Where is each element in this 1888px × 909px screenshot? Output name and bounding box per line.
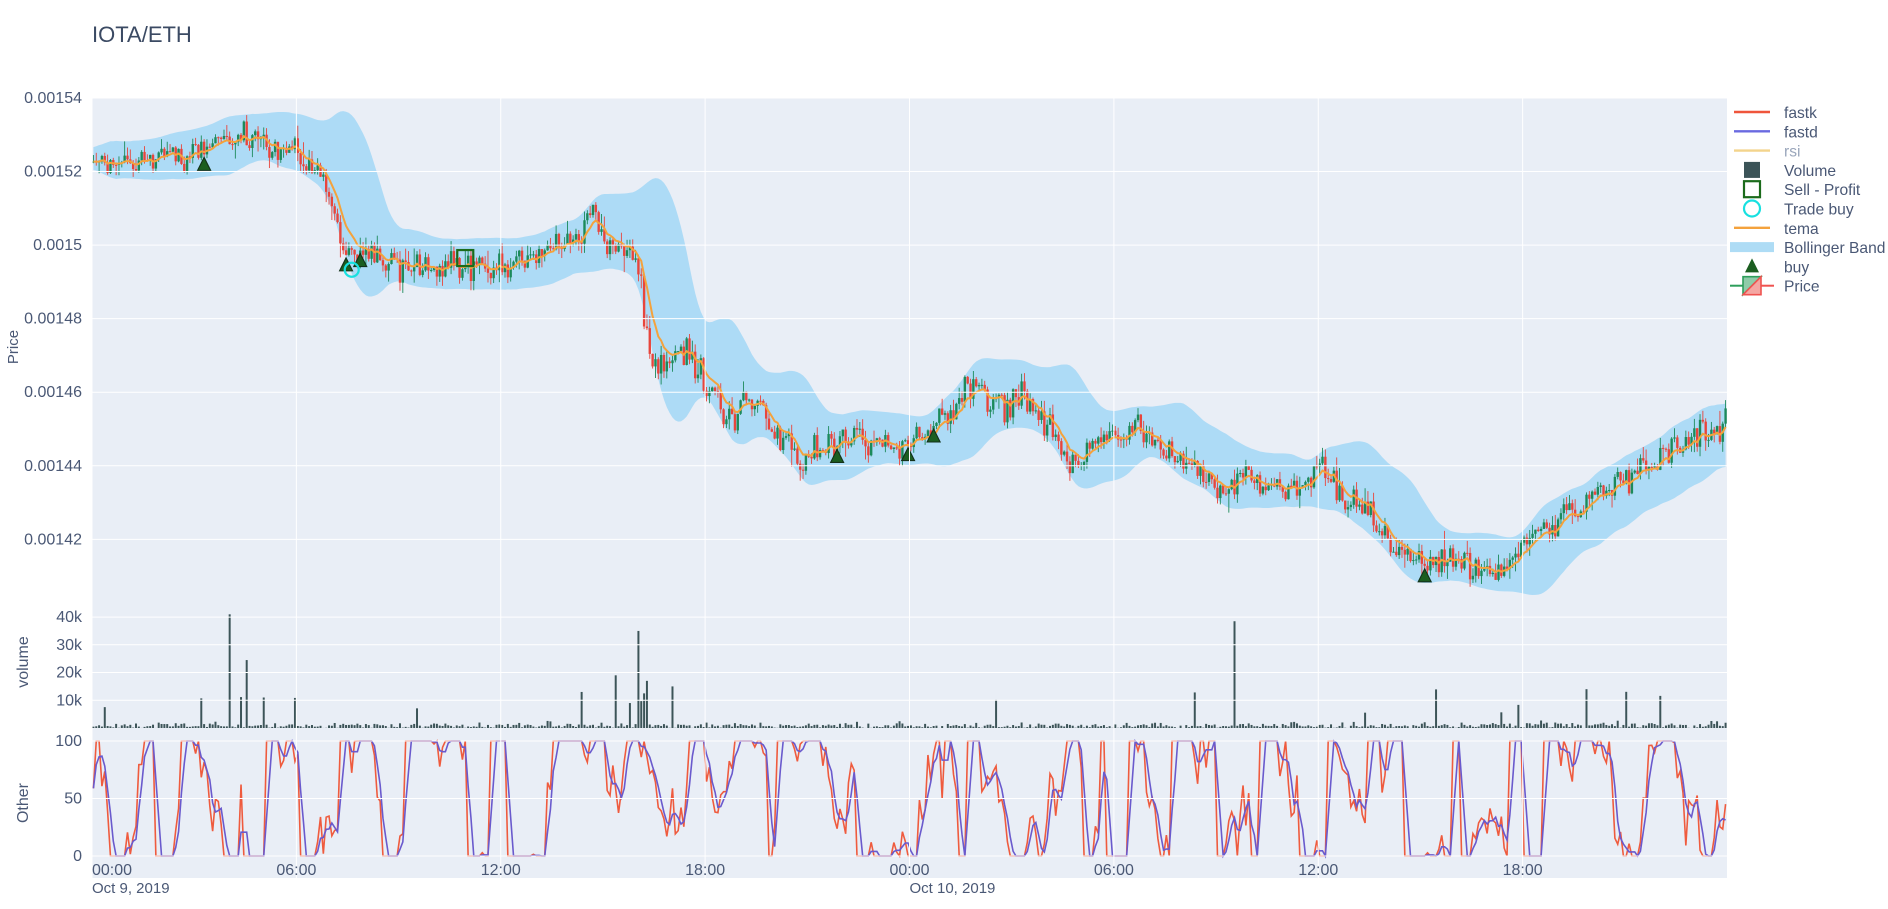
svg-text:Sell - Profit: Sell - Profit: [1784, 182, 1861, 199]
svg-text:00:00: 00:00: [889, 862, 929, 879]
svg-text:06:00: 06:00: [276, 862, 316, 879]
svg-text:18:00: 18:00: [685, 862, 725, 879]
svg-text:0.00144: 0.00144: [24, 458, 82, 475]
svg-text:50: 50: [64, 791, 82, 808]
svg-text:fastk: fastk: [1784, 105, 1817, 122]
svg-text:fastd: fastd: [1784, 124, 1818, 141]
svg-text:18:00: 18:00: [1503, 862, 1543, 879]
svg-text:00:00: 00:00: [92, 862, 132, 879]
svg-text:0.00142: 0.00142: [24, 531, 82, 548]
svg-text:Other: Other: [15, 782, 32, 823]
svg-text:0.00148: 0.00148: [24, 311, 82, 328]
svg-text:20k: 20k: [56, 665, 83, 682]
svg-text:IOTA/ETH: IOTA/ETH: [92, 22, 192, 47]
svg-text:Oct 10, 2019: Oct 10, 2019: [910, 880, 996, 897]
svg-text:40k: 40k: [56, 609, 83, 626]
svg-text:12:00: 12:00: [1298, 862, 1338, 879]
svg-text:0.00154: 0.00154: [24, 90, 82, 107]
svg-text:10k: 10k: [56, 692, 83, 709]
svg-text:0.00146: 0.00146: [24, 384, 82, 401]
svg-text:12:00: 12:00: [481, 862, 521, 879]
svg-text:tema: tema: [1784, 221, 1819, 238]
svg-text:Trade buy: Trade buy: [1784, 202, 1854, 219]
svg-text:Price: Price: [1784, 279, 1820, 296]
svg-text:0.0015: 0.0015: [33, 237, 82, 254]
svg-text:0.00152: 0.00152: [24, 164, 82, 181]
svg-text:Volume: Volume: [1784, 163, 1836, 180]
svg-text:06:00: 06:00: [1094, 862, 1134, 879]
svg-text:30k: 30k: [56, 637, 83, 654]
svg-text:Bollinger Band: Bollinger Band: [1784, 240, 1885, 257]
svg-text:rsi: rsi: [1784, 144, 1800, 161]
svg-text:Price: Price: [5, 330, 22, 364]
svg-text:Oct 9, 2019: Oct 9, 2019: [92, 880, 170, 897]
svg-text:0: 0: [73, 848, 82, 865]
svg-text:volume: volume: [15, 636, 32, 688]
svg-text:100: 100: [55, 733, 82, 750]
svg-text:buy: buy: [1784, 259, 1809, 276]
